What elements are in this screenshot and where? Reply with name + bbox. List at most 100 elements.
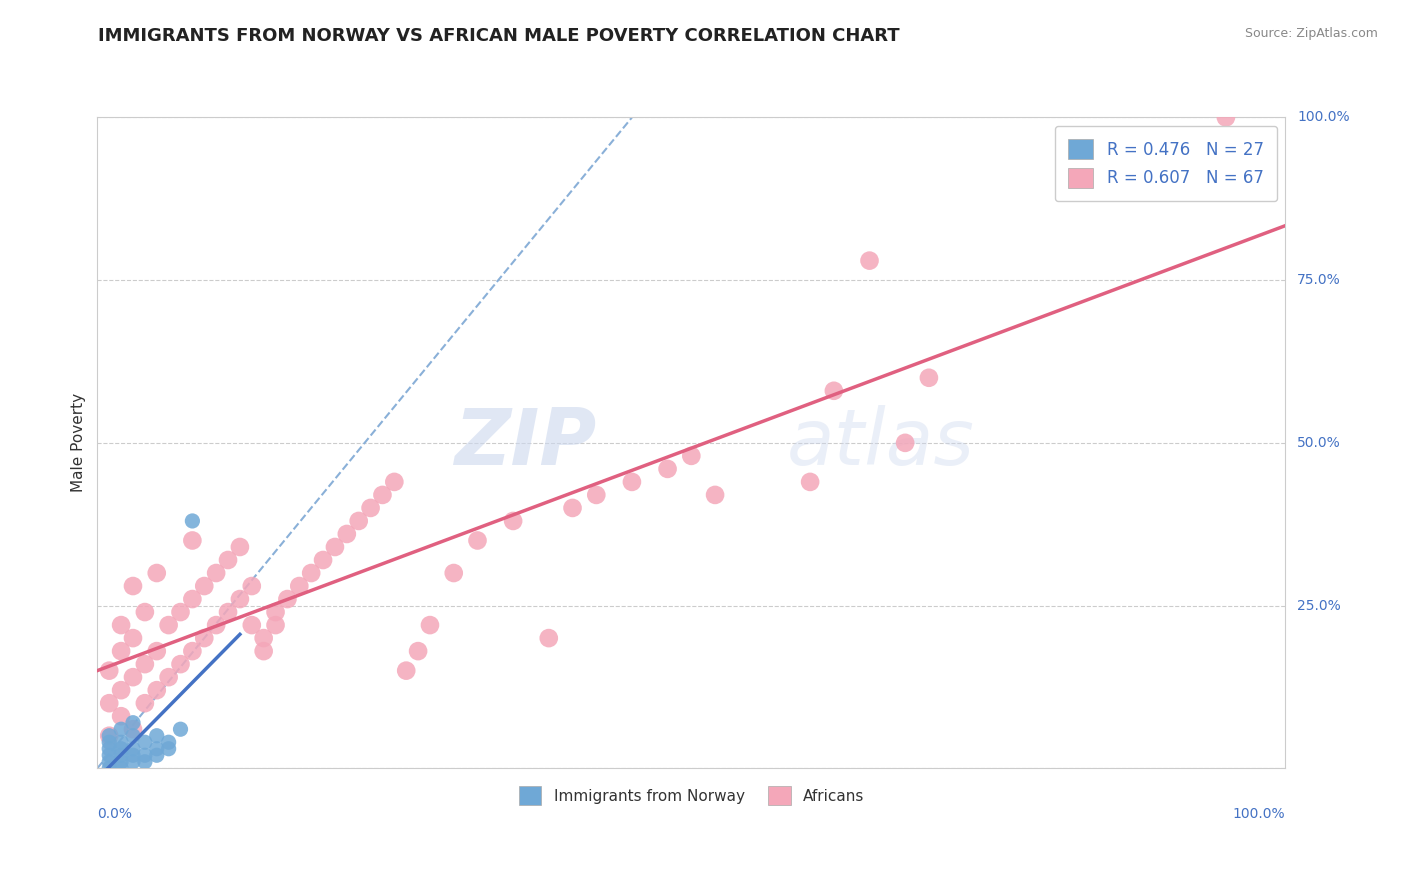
Point (657, 462, 679, 476)
Point (382, 475, 405, 489)
Point (169, 657, 191, 672)
Text: ZIP: ZIP (454, 405, 596, 481)
Point (1215, 111, 1237, 125)
Point (98, 729, 121, 743)
Point (585, 488, 607, 502)
Point (181, 592, 204, 607)
Point (157, 741, 180, 756)
Point (145, 683, 167, 698)
Text: 75.0%: 75.0% (1298, 273, 1341, 287)
Point (419, 618, 441, 632)
Point (443, 566, 465, 580)
Point (264, 605, 287, 619)
Point (323, 540, 346, 554)
Point (157, 735, 180, 749)
Point (620, 475, 643, 489)
Point (145, 748, 167, 763)
Point (98, 735, 121, 749)
Point (502, 514, 524, 528)
Point (110, 709, 132, 723)
Point (122, 715, 145, 730)
Point (858, 253, 880, 268)
Point (229, 592, 252, 607)
Point (193, 579, 215, 593)
Point (110, 748, 132, 763)
Point (240, 579, 263, 593)
Point (467, 533, 489, 548)
Point (823, 384, 845, 398)
Point (122, 631, 145, 645)
Point (110, 644, 132, 658)
Point (253, 631, 276, 645)
Point (110, 741, 132, 756)
Point (395, 664, 418, 678)
Point (537, 631, 560, 645)
Point (98, 741, 121, 756)
Point (299, 566, 322, 580)
Point (918, 371, 941, 385)
Point (276, 592, 298, 607)
Point (134, 748, 156, 763)
Point (98, 761, 121, 775)
Point (122, 755, 145, 769)
Point (122, 579, 145, 593)
Point (360, 500, 382, 515)
Text: 100.0%: 100.0% (1298, 111, 1350, 125)
Text: 50.0%: 50.0% (1298, 436, 1341, 450)
Text: 100.0%: 100.0% (1233, 807, 1285, 822)
Point (336, 527, 359, 541)
Point (347, 514, 370, 528)
Point (181, 644, 204, 658)
Point (98, 696, 121, 710)
Point (134, 696, 156, 710)
Point (704, 488, 727, 502)
Point (122, 670, 145, 684)
Legend: Immigrants from Norway, Africans: Immigrants from Norway, Africans (510, 779, 872, 813)
Point (406, 644, 429, 658)
Text: Source: ZipAtlas.com: Source: ZipAtlas.com (1244, 27, 1378, 40)
Y-axis label: Male Poverty: Male Poverty (72, 393, 86, 492)
Point (205, 566, 228, 580)
Point (134, 755, 156, 769)
Point (799, 475, 821, 489)
Point (561, 500, 583, 515)
Point (181, 514, 204, 528)
Point (145, 741, 167, 756)
Text: IMMIGRANTS FROM NORWAY VS AFRICAN MALE POVERTY CORRELATION CHART: IMMIGRANTS FROM NORWAY VS AFRICAN MALE P… (98, 27, 900, 45)
Point (110, 755, 132, 769)
Text: 25.0%: 25.0% (1298, 599, 1341, 613)
Point (181, 533, 204, 548)
Point (371, 488, 394, 502)
Point (110, 683, 132, 698)
Text: 0.0%: 0.0% (97, 807, 132, 822)
Point (169, 605, 191, 619)
Point (110, 618, 132, 632)
Point (145, 644, 167, 658)
Point (122, 723, 145, 737)
Point (217, 605, 239, 619)
Point (894, 435, 917, 450)
Point (134, 605, 156, 619)
Point (205, 618, 228, 632)
Point (98, 729, 121, 743)
Point (240, 618, 263, 632)
Point (122, 729, 145, 743)
Point (288, 579, 311, 593)
Point (110, 735, 132, 749)
Point (253, 644, 276, 658)
Point (98, 748, 121, 763)
Point (229, 540, 252, 554)
Point (681, 449, 703, 463)
Point (134, 657, 156, 672)
Point (98, 755, 121, 769)
Point (134, 735, 156, 749)
Point (157, 670, 180, 684)
Point (264, 618, 287, 632)
Point (122, 748, 145, 763)
Point (110, 723, 132, 737)
Point (312, 553, 335, 567)
Point (193, 631, 215, 645)
Point (122, 741, 145, 756)
Point (145, 729, 167, 743)
Point (98, 664, 121, 678)
